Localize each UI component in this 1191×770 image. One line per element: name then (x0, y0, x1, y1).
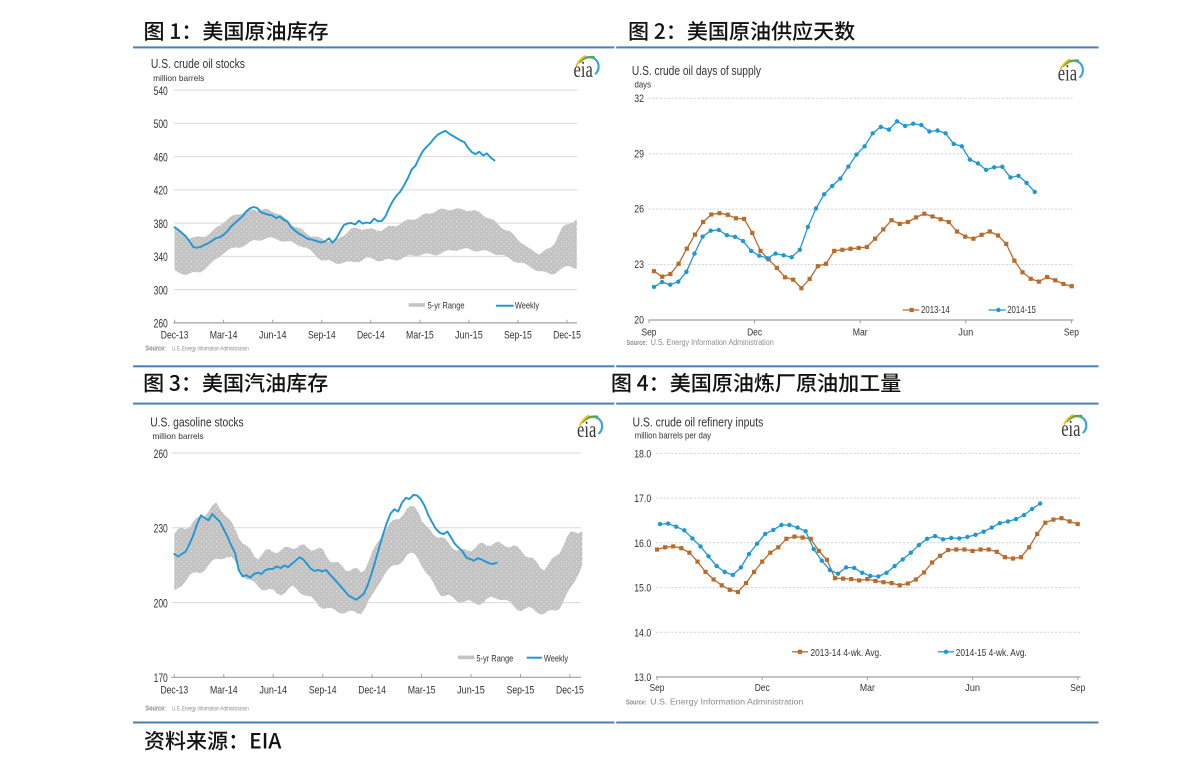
svg-text:U.S. Energy Information Admini: U.S. Energy Information Administration (650, 697, 804, 707)
svg-text:Jun-15: Jun-15 (455, 330, 483, 342)
svg-text:Sep: Sep (650, 683, 665, 694)
svg-text:5-yr Range: 5-yr Range (428, 300, 465, 311)
svg-text:Dec-13: Dec-13 (161, 330, 189, 342)
svg-text:Sep-14: Sep-14 (309, 684, 337, 696)
svg-text:Dec-15: Dec-15 (556, 684, 584, 696)
svg-text:20: 20 (634, 315, 644, 327)
svg-text:340: 340 (154, 250, 169, 264)
svg-text:U.S. Energy Information Admini: U.S. Energy Information Administration (651, 337, 774, 347)
svg-text:540: 540 (154, 84, 169, 98)
svg-text:Jun-14: Jun-14 (259, 684, 287, 696)
svg-text:U.S. Energy Information Admini: U.S. Energy Information Administration (172, 705, 249, 712)
svg-text:500: 500 (154, 117, 169, 131)
svg-text:U.S. crude oil refinery input: U.S. crude oil refinery inputs (633, 415, 764, 430)
svg-text:Sep-14: Sep-14 (308, 330, 336, 342)
svg-text:Dec-14: Dec-14 (357, 330, 385, 342)
svg-text:Sep: Sep (1064, 327, 1079, 338)
svg-text:Source:: Source: (145, 343, 166, 352)
svg-text:Jun: Jun (965, 683, 980, 694)
svg-text:260: 260 (154, 317, 169, 331)
svg-text:Jun: Jun (958, 327, 973, 338)
svg-text:Sep: Sep (1070, 683, 1085, 694)
svg-text:U.S. Energy Information Admini: U.S. Energy Information Administration (172, 345, 249, 352)
svg-text:million barrels: million barrels (152, 431, 203, 441)
svg-text:Source:: Source: (627, 338, 648, 347)
svg-text:5-yr Range: 5-yr Range (476, 654, 513, 665)
svg-text:300: 300 (154, 283, 169, 297)
svg-text:26: 26 (634, 204, 644, 216)
svg-text:Mar-14: Mar-14 (210, 684, 238, 696)
svg-text:16.0: 16.0 (634, 538, 651, 550)
svg-text:days: days (635, 80, 652, 90)
svg-text:13.0: 13.0 (634, 672, 651, 684)
svg-text:U.S. gasoline stocks: U.S. gasoline stocks (150, 415, 244, 430)
svg-text:460: 460 (154, 150, 169, 164)
svg-text:Dec-15: Dec-15 (553, 330, 581, 342)
svg-text:Jun-14: Jun-14 (259, 330, 287, 342)
svg-text:Weekly: Weekly (544, 654, 568, 665)
svg-text:U.S. crude oil stocks: U.S. crude oil stocks (151, 56, 245, 71)
svg-text:15.0: 15.0 (634, 583, 651, 595)
svg-text:2013-14: 2013-14 (921, 305, 950, 316)
svg-text:U.S. crude oil days of supply: U.S. crude oil days of supply (632, 63, 761, 78)
svg-text:Sep-15: Sep-15 (507, 684, 535, 696)
svg-text:420: 420 (154, 184, 169, 198)
svg-text:170: 170 (154, 671, 169, 685)
svg-text:Dec-13: Dec-13 (160, 684, 188, 696)
svg-text:Mar-15: Mar-15 (408, 684, 436, 696)
svg-text:Mar: Mar (853, 327, 869, 338)
svg-text:2014-15: 2014-15 (1007, 305, 1036, 316)
svg-text:2013-14 4-wk. Avg.: 2013-14 4-wk. Avg. (811, 648, 882, 659)
svg-text:Dec: Dec (755, 683, 770, 694)
svg-text:Source:: Source: (626, 698, 647, 707)
svg-text:million barrels per day: million barrels per day (635, 430, 712, 440)
svg-text:260: 260 (154, 447, 169, 461)
svg-text:Mar: Mar (860, 683, 876, 694)
svg-text:17.0: 17.0 (634, 493, 651, 505)
svg-text:Sep-15: Sep-15 (504, 330, 532, 342)
svg-text:23: 23 (634, 259, 644, 271)
svg-text:18.0: 18.0 (634, 448, 651, 460)
svg-text:200: 200 (154, 596, 169, 610)
svg-text:14.0: 14.0 (634, 627, 651, 639)
svg-text:29: 29 (634, 148, 644, 160)
svg-text:Mar-14: Mar-14 (210, 330, 238, 342)
svg-text:Dec: Dec (747, 327, 762, 338)
svg-text:2014-15 4-wk. Avg.: 2014-15 4-wk. Avg. (956, 648, 1027, 659)
svg-text:32: 32 (634, 93, 644, 105)
svg-text:Weekly: Weekly (515, 300, 539, 311)
svg-text:380: 380 (154, 217, 169, 231)
svg-text:Mar-15: Mar-15 (406, 330, 434, 342)
svg-text:Sep: Sep (642, 327, 657, 338)
svg-text:Jun-15: Jun-15 (457, 684, 485, 696)
svg-text:million barrels: million barrels (153, 73, 204, 83)
svg-text:230: 230 (154, 522, 169, 536)
svg-text:Source:: Source: (145, 703, 166, 712)
svg-text:Dec-14: Dec-14 (358, 684, 386, 696)
